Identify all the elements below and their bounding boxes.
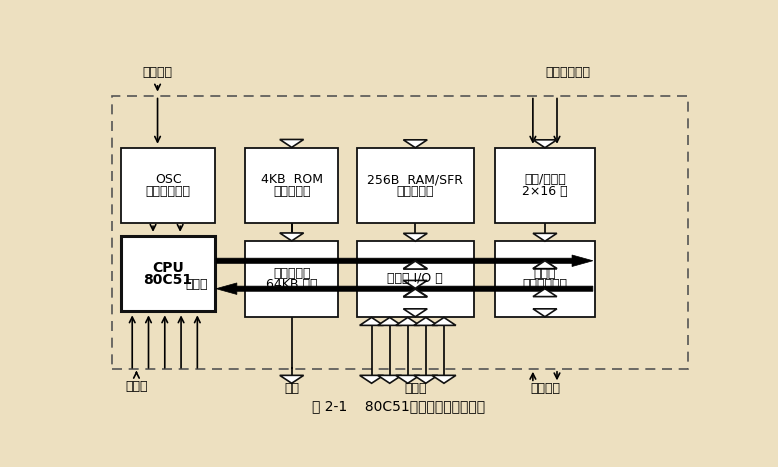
Text: OSC: OSC [155, 173, 181, 186]
Bar [121, 236, 215, 311]
Polygon shape [378, 375, 401, 383]
Polygon shape [533, 140, 557, 148]
Text: 串行口: 串行口 [534, 267, 556, 280]
Text: 数据存储器: 数据存储器 [397, 185, 434, 198]
Bar [121, 148, 215, 223]
Text: 256B  RAM/SFR: 256B RAM/SFR [367, 173, 464, 186]
Polygon shape [533, 234, 557, 241]
Text: 64KB 总线: 64KB 总线 [266, 278, 317, 291]
Polygon shape [280, 140, 303, 148]
Text: 4KB  ROM: 4KB ROM [261, 173, 323, 186]
Polygon shape [359, 318, 384, 325]
Polygon shape [403, 309, 427, 317]
Text: 扩展控制器: 扩展控制器 [273, 267, 310, 280]
Polygon shape [403, 289, 427, 297]
Text: 振荡器和时序: 振荡器和时序 [145, 185, 191, 198]
Polygon shape [432, 375, 456, 383]
Text: CPU: CPU [152, 261, 184, 275]
Bar [496, 241, 594, 317]
Text: 控制: 控制 [284, 382, 300, 395]
Text: 外时钟源: 外时钟源 [142, 66, 173, 79]
Text: 图 2-1    80C51单片机功能结构框图: 图 2-1 80C51单片机功能结构框图 [312, 400, 485, 414]
Text: 定时/计数器: 定时/计数器 [524, 173, 566, 186]
Bar [496, 148, 594, 223]
Polygon shape [403, 140, 427, 148]
Bar [356, 241, 474, 317]
Polygon shape [403, 234, 427, 241]
Polygon shape [403, 280, 427, 288]
Text: 程序存储器: 程序存储器 [273, 185, 310, 198]
Polygon shape [396, 318, 419, 325]
Text: 并行口: 并行口 [404, 382, 426, 395]
Polygon shape [432, 318, 456, 325]
Text: 可编程全双工: 可编程全双工 [523, 278, 567, 291]
Polygon shape [403, 261, 427, 269]
Polygon shape [403, 261, 427, 269]
Text: 外中断: 外中断 [125, 380, 148, 393]
Polygon shape [403, 289, 427, 297]
Bar [245, 241, 338, 317]
Polygon shape [533, 261, 557, 269]
Polygon shape [359, 375, 384, 383]
Bar [356, 148, 474, 223]
Polygon shape [280, 233, 303, 241]
Text: 内中断: 内中断 [185, 278, 208, 291]
Polygon shape [216, 283, 593, 295]
Polygon shape [378, 318, 401, 325]
Text: 80C51: 80C51 [143, 273, 193, 287]
Polygon shape [414, 375, 438, 383]
Text: 2×16 位: 2×16 位 [522, 185, 568, 198]
Polygon shape [280, 375, 303, 383]
Bar [112, 96, 689, 369]
Bar [245, 148, 338, 223]
Text: 外部事件计数: 外部事件计数 [545, 66, 590, 79]
Polygon shape [533, 289, 557, 297]
Polygon shape [414, 318, 438, 325]
Text: 可编程 I/O 口: 可编程 I/O 口 [387, 272, 443, 285]
Polygon shape [533, 261, 557, 269]
Polygon shape [216, 255, 593, 267]
Polygon shape [396, 375, 419, 383]
Text: 串行通信: 串行通信 [530, 382, 560, 395]
Polygon shape [533, 309, 557, 317]
